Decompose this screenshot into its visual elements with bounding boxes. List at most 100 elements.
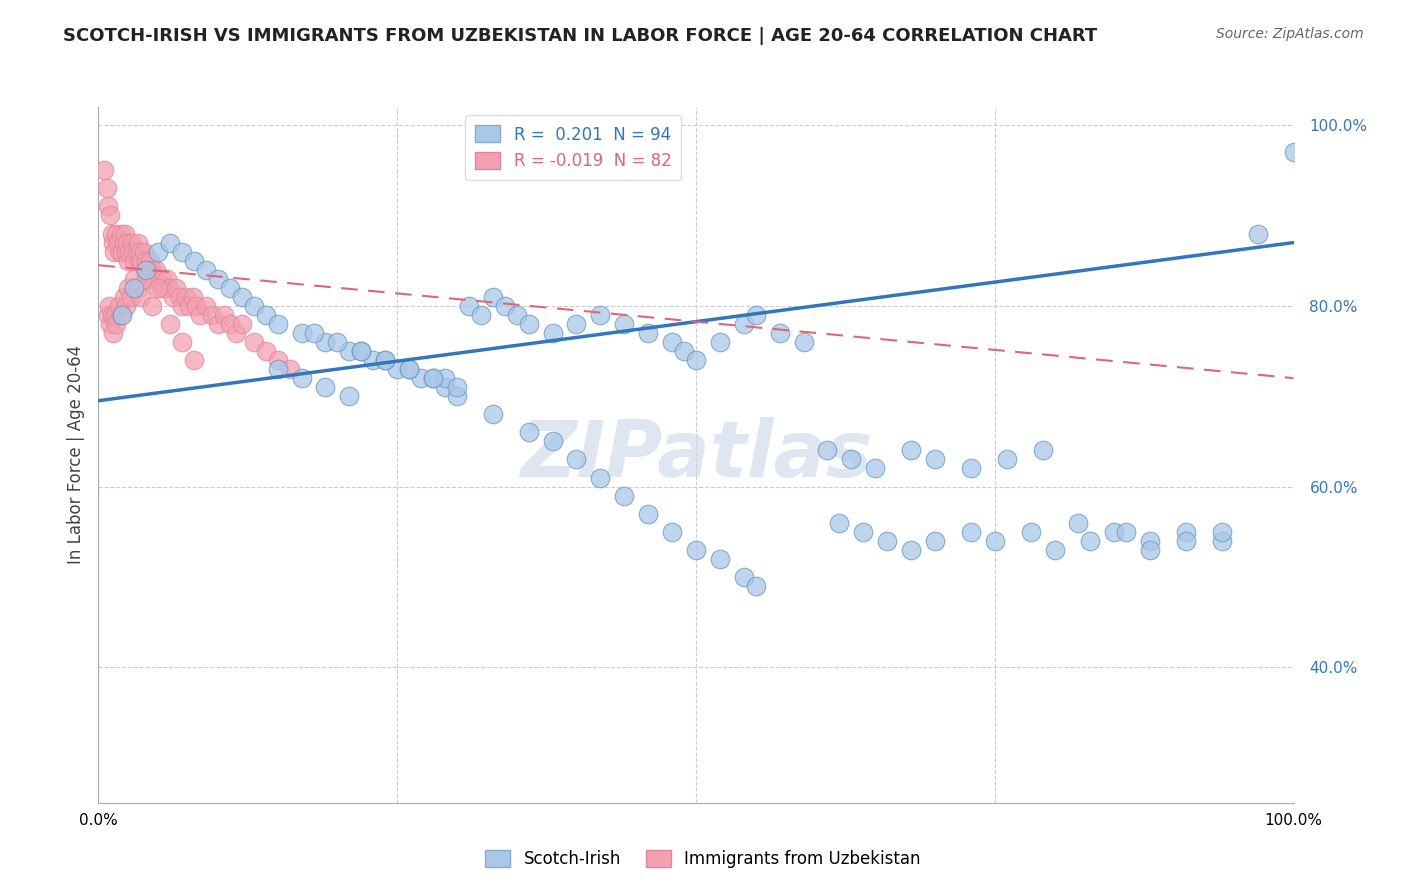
- Point: [128, 253, 150, 268]
- Point: [165, 281, 187, 295]
- Point: [541, 434, 564, 449]
- Point: [768, 326, 790, 340]
- Point: [103, 244, 125, 259]
- Point: [1139, 542, 1161, 557]
- Point: [541, 326, 564, 340]
- Point: [1247, 227, 1270, 241]
- Point: [183, 353, 205, 368]
- Point: [188, 308, 211, 322]
- Point: [231, 317, 253, 331]
- Point: [134, 262, 156, 277]
- Point: [374, 353, 396, 368]
- Point: [145, 262, 167, 277]
- Point: [131, 290, 153, 304]
- Point: [517, 317, 540, 331]
- Point: [900, 443, 922, 458]
- Point: [398, 362, 420, 376]
- Point: [422, 371, 444, 385]
- Point: [141, 299, 163, 313]
- Point: [398, 362, 420, 376]
- Point: [1043, 542, 1066, 557]
- Point: [1175, 533, 1198, 548]
- Point: [115, 235, 138, 250]
- Point: [112, 290, 135, 304]
- Point: [841, 452, 863, 467]
- Point: [101, 326, 124, 340]
- Point: [1175, 524, 1198, 539]
- Point: [278, 362, 301, 376]
- Point: [179, 299, 201, 313]
- Point: [1067, 516, 1090, 530]
- Point: [385, 362, 409, 376]
- Point: [1211, 524, 1233, 539]
- Point: [339, 344, 361, 359]
- Point: [589, 308, 612, 322]
- Point: [96, 181, 118, 195]
- Point: [589, 470, 612, 484]
- Point: [673, 344, 696, 359]
- Point: [243, 334, 266, 349]
- Point: [434, 371, 457, 385]
- Point: [339, 389, 361, 403]
- Point: [960, 461, 983, 475]
- Point: [120, 290, 142, 304]
- Point: [127, 281, 149, 295]
- Point: [685, 353, 707, 368]
- Point: [207, 271, 229, 285]
- Point: [201, 308, 224, 322]
- Point: [207, 317, 229, 331]
- Point: [995, 452, 1018, 467]
- Point: [98, 209, 122, 223]
- Text: ZIPatlas: ZIPatlas: [520, 417, 872, 493]
- Point: [685, 542, 707, 557]
- Point: [1019, 524, 1042, 539]
- Point: [174, 290, 197, 304]
- Point: [97, 199, 120, 213]
- Point: [434, 380, 457, 394]
- Point: [110, 308, 132, 322]
- Point: [107, 235, 129, 250]
- Point: [637, 326, 659, 340]
- Text: Source: ZipAtlas.com: Source: ZipAtlas.com: [1216, 27, 1364, 41]
- Point: [661, 334, 683, 349]
- Point: [225, 326, 247, 340]
- Point: [142, 271, 165, 285]
- Point: [876, 533, 898, 548]
- Point: [115, 299, 138, 313]
- Point: [100, 308, 122, 322]
- Point: [326, 334, 349, 349]
- Legend: Scotch-Irish, Immigrants from Uzbekistan: Scotch-Irish, Immigrants from Uzbekistan: [478, 843, 928, 875]
- Point: [411, 371, 433, 385]
- Point: [900, 542, 922, 557]
- Point: [1282, 145, 1305, 160]
- Point: [93, 163, 115, 178]
- Point: [219, 317, 242, 331]
- Point: [115, 244, 138, 259]
- Point: [793, 334, 815, 349]
- Point: [924, 452, 946, 467]
- Point: [254, 308, 277, 322]
- Point: [363, 353, 385, 368]
- Point: [195, 299, 218, 313]
- Point: [111, 244, 134, 259]
- Point: [98, 299, 121, 313]
- Legend: R =  0.201  N = 94, R = -0.019  N = 82: R = 0.201 N = 94, R = -0.019 N = 82: [465, 115, 682, 180]
- Point: [470, 308, 492, 322]
- Point: [172, 334, 194, 349]
- Y-axis label: In Labor Force | Age 20-64: In Labor Force | Age 20-64: [66, 345, 84, 565]
- Point: [141, 262, 163, 277]
- Point: [157, 281, 180, 295]
- Point: [127, 235, 149, 250]
- Point: [148, 244, 170, 259]
- Point: [148, 281, 170, 295]
- Point: [117, 253, 139, 268]
- Point: [1104, 524, 1126, 539]
- Point: [852, 524, 875, 539]
- Point: [960, 524, 983, 539]
- Point: [865, 461, 887, 475]
- Point: [984, 533, 1007, 548]
- Point: [124, 253, 146, 268]
- Point: [267, 362, 290, 376]
- Point: [135, 271, 157, 285]
- Point: [169, 290, 191, 304]
